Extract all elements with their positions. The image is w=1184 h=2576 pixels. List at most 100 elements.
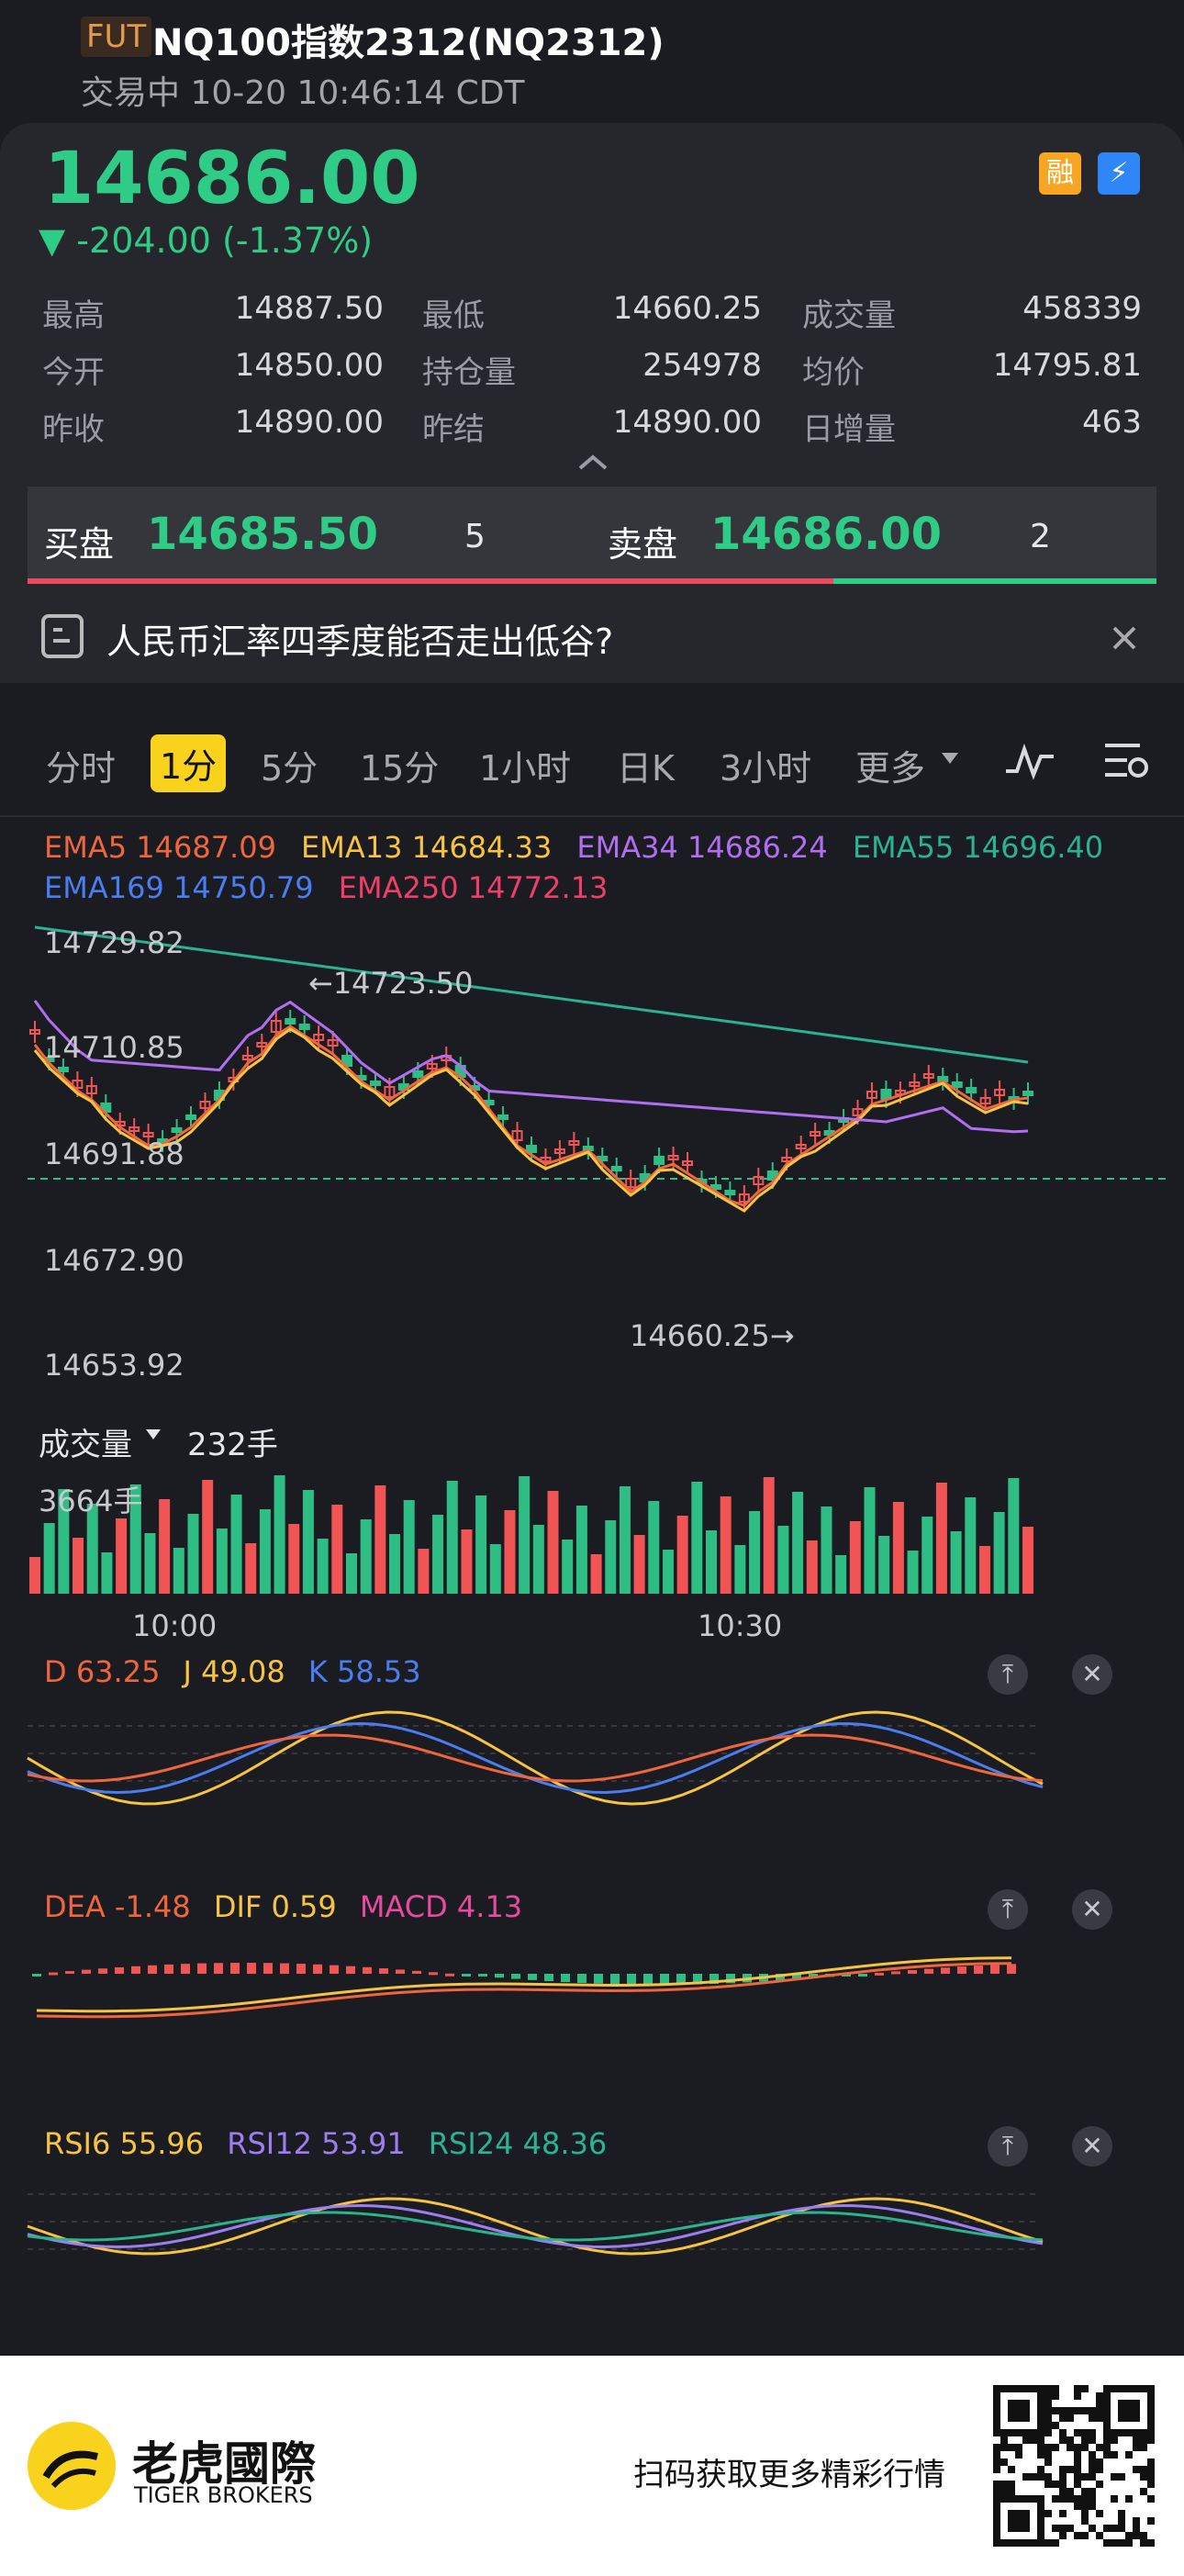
- tab-15min[interactable]: 15分: [360, 748, 440, 789]
- candle-body: [313, 1034, 325, 1041]
- macd-dif: DIF 0.59: [213, 1889, 337, 1924]
- macd-bar: [214, 1963, 223, 1974]
- rsi-chart[interactable]: [0, 2167, 1184, 2295]
- macd-bar: [131, 1966, 140, 1974]
- macd-bar: [676, 1974, 686, 1985]
- margin-badge-icon[interactable]: 融: [1039, 152, 1081, 195]
- macd-bar: [660, 1974, 669, 1985]
- macd-bar: [776, 1974, 785, 1981]
- volume-bar: [374, 1485, 386, 1594]
- stat-value: 463: [1082, 404, 1142, 441]
- tab-3hour[interactable]: 3小时: [720, 748, 812, 789]
- volume-bar: [101, 1552, 113, 1594]
- macd-line: [36, 1962, 1012, 2019]
- candle-body: [966, 1087, 977, 1093]
- macd-bar: [379, 1968, 388, 1974]
- macd-line: [36, 1956, 1012, 2013]
- instrument-title[interactable]: NQ100指数2312(NQ2312): [152, 22, 665, 64]
- close-icon[interactable]: [1111, 624, 1138, 652]
- pin-top-icon[interactable]: ⤒: [988, 2126, 1028, 2167]
- tab-more[interactable]: 更多: [855, 748, 926, 789]
- close-panel-icon[interactable]: ✕: [1072, 1654, 1112, 1695]
- candle-body: [85, 1085, 97, 1094]
- stat-label: 昨结: [422, 411, 485, 448]
- volume-bar: [662, 1550, 674, 1594]
- ema-legend-row2: EMA169 14750.79 EMA250 14772.13: [44, 870, 608, 905]
- macd-bar: [627, 1974, 636, 1985]
- tab-timeshare[interactable]: 分时: [46, 748, 117, 789]
- volume-bar: [317, 1539, 329, 1594]
- volume-bar: [605, 1520, 617, 1594]
- candle-body: [270, 1020, 282, 1033]
- ask-price[interactable]: 14686.00: [710, 509, 943, 560]
- macd-bar: [544, 1974, 553, 1982]
- chevron-down-icon[interactable]: [940, 751, 960, 766]
- candle-body: [653, 1156, 665, 1165]
- candle-body: [29, 1029, 40, 1035]
- price-axis-tick: 14653.92: [44, 1348, 184, 1383]
- candle-body: [753, 1176, 765, 1185]
- settings-list-icon[interactable]: [1103, 740, 1149, 782]
- indicator-line: [27, 2211, 1044, 2242]
- macd-chart[interactable]: [0, 1928, 1184, 2056]
- bid-price[interactable]: 14685.50: [147, 509, 379, 560]
- macd-legend: DEA -1.48 DIF 0.59 MACD 4.13: [44, 1889, 522, 1924]
- close-panel-icon[interactable]: ✕: [1072, 1889, 1112, 1930]
- stat-value: 14795.81: [992, 347, 1142, 384]
- volume-bar: [562, 1540, 574, 1594]
- kdj-d: D 63.25: [44, 1654, 161, 1689]
- ema250-label: EMA250 14772.13: [338, 870, 609, 905]
- volume-chart[interactable]: [0, 1460, 1184, 1594]
- candle-body: [738, 1193, 750, 1203]
- macd-bar: [396, 1969, 405, 1974]
- volume-bar: [691, 1482, 703, 1594]
- candle-body: [951, 1081, 963, 1088]
- candle-body: [568, 1140, 580, 1146]
- macd-bar: [643, 1974, 653, 1985]
- volume-bar: [892, 1502, 904, 1594]
- volume-bar: [331, 1505, 343, 1594]
- price-change: ▼ -204.00 (-1.37%): [39, 220, 374, 261]
- tab-1min[interactable]: 1分: [151, 734, 227, 792]
- macd-bar: [941, 1967, 950, 1974]
- macd-bar: [924, 1968, 933, 1974]
- candle-body: [553, 1148, 565, 1154]
- ema169-label: EMA169 14750.79: [44, 870, 314, 905]
- collapse-chevron-icon[interactable]: [575, 452, 611, 474]
- macd-value: MACD 4.13: [359, 1889, 523, 1924]
- pin-top-icon[interactable]: ⤒: [988, 1889, 1028, 1930]
- stat-label: 最低: [422, 297, 485, 334]
- macd-bar: [445, 1973, 454, 1977]
- macd-bar: [32, 1974, 41, 1977]
- candle-body: [810, 1131, 821, 1137]
- stat-value: 14890.00: [612, 404, 762, 441]
- macd-bar: [891, 1971, 900, 1975]
- macd-bar: [974, 1966, 983, 1974]
- indicator-icon[interactable]: [1004, 740, 1056, 780]
- candle-body: [625, 1178, 637, 1188]
- volume-bar: [173, 1548, 184, 1594]
- volume-bar: [749, 1511, 761, 1594]
- news-banner[interactable]: [0, 588, 1184, 683]
- candle-body: [426, 1063, 438, 1070]
- kdj-chart[interactable]: [0, 1698, 1184, 1818]
- chevron-down-icon[interactable]: [145, 1428, 162, 1441]
- tab-1hour[interactable]: 1小时: [479, 748, 572, 789]
- flash-trade-icon[interactable]: ⚡: [1098, 152, 1140, 195]
- macd-bar: [610, 1974, 620, 1985]
- volume-bar: [806, 1540, 818, 1594]
- macd-bar: [65, 1971, 74, 1975]
- volume-bar: [763, 1477, 775, 1594]
- volume-bar: [230, 1495, 242, 1594]
- brand-name-cn: 老虎國際: [132, 2437, 316, 2491]
- tab-daily[interactable]: 日K: [617, 748, 675, 789]
- volume-label[interactable]: 成交量: [39, 1427, 132, 1463]
- tab-5min[interactable]: 5分: [261, 748, 318, 789]
- volume-bar: [475, 1495, 487, 1594]
- macd-bar: [792, 1974, 801, 1980]
- macd-bar: [594, 1974, 603, 1984]
- candlestick-chart[interactable]: [0, 909, 1184, 1386]
- close-panel-icon[interactable]: ✕: [1072, 2126, 1112, 2167]
- news-title[interactable]: 人民币汇率四季度能否走出低谷?: [106, 622, 614, 662]
- pin-top-icon[interactable]: ⤒: [988, 1654, 1028, 1695]
